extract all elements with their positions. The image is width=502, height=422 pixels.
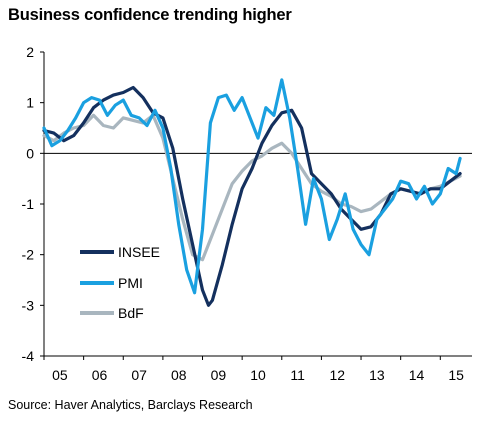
x-tick-label: 06 [92, 367, 108, 383]
y-tick-label: 0 [26, 145, 34, 161]
x-tick-label: 09 [211, 367, 227, 383]
y-tick-label: -4 [22, 348, 35, 364]
legend-label-insee: INSEE [118, 244, 160, 260]
x-tick-label: 12 [329, 367, 345, 383]
x-tick-label: 15 [448, 367, 464, 383]
chart-title: Business confidence trending higher [8, 6, 292, 24]
x-tick-label: 07 [131, 367, 147, 383]
y-tick-label: -2 [22, 247, 35, 263]
x-tick-label: 10 [250, 367, 266, 383]
y-tick-label: 2 [26, 44, 34, 60]
x-tick-label: 14 [409, 367, 425, 383]
x-tick-label: 11 [290, 367, 305, 383]
x-tick-label: 13 [369, 367, 385, 383]
x-tick-label: 08 [171, 367, 187, 383]
x-tick-label: 05 [52, 367, 68, 383]
y-tick-label: -3 [22, 297, 35, 313]
legend-label-bdf: BdF [118, 305, 144, 321]
series-line-pmi [42, 78, 462, 295]
line-chart: 210-1-2-3-405 06 07 08 09 10 11 12 13 14 15 INSEEP… [22, 44, 472, 383]
y-tick-label: -1 [22, 196, 35, 212]
y-tick-label: 1 [26, 95, 34, 111]
series-line-insee [42, 85, 462, 307]
legend-label-pmi: PMI [118, 275, 143, 291]
source-note: Source: Haver Analytics, Barclays Resear… [8, 398, 253, 412]
